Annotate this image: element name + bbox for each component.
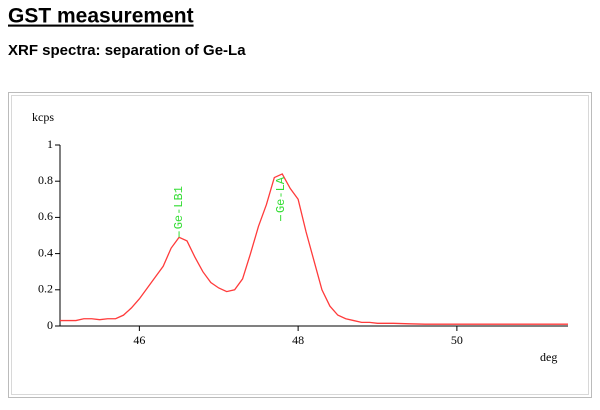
y-tick-label: 0.6	[38, 209, 53, 223]
y-tick-label: 0.4	[38, 245, 53, 259]
page-title: GST measurement	[8, 5, 194, 28]
panel-inner	[11, 95, 589, 395]
y-tick-label: 1	[47, 137, 53, 151]
subtitle: XRF spectra: separation of Ge-La	[8, 42, 246, 59]
y-tick-label: 0.8	[38, 173, 53, 187]
y-tick-label: 0	[47, 318, 53, 332]
x-tick-label: 50	[451, 333, 463, 347]
x-axis-label: deg	[540, 350, 557, 364]
spectrum-line	[60, 173, 568, 325]
y-axis-label: kcps	[32, 110, 54, 124]
panel	[8, 92, 592, 398]
peak-label: Ge-LA	[274, 176, 288, 213]
y-tick-label: 0.2	[38, 282, 53, 296]
x-tick-label: 46	[133, 333, 145, 347]
x-tick-label: 48	[292, 333, 304, 347]
peak-label: Ge-LB1	[172, 186, 186, 229]
